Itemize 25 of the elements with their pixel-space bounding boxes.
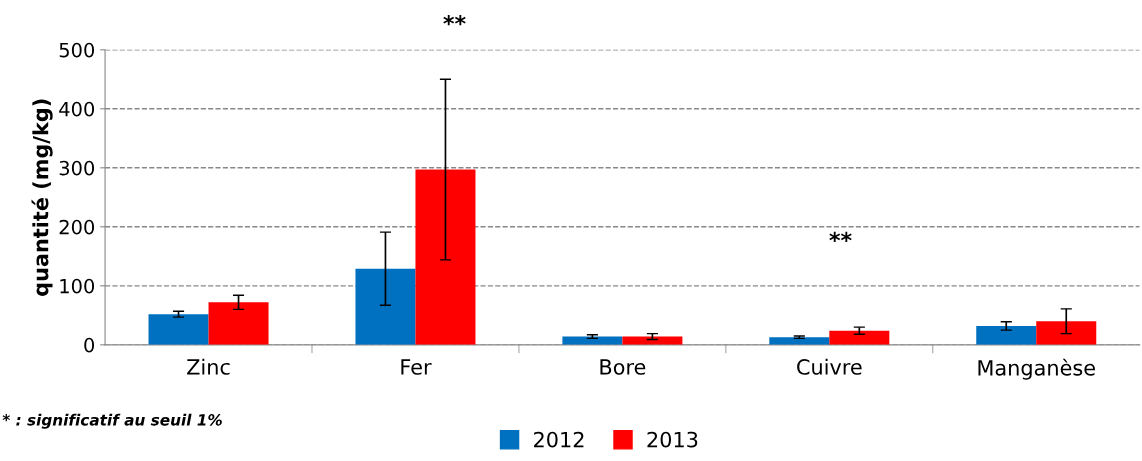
text: ** (443, 14, 466, 26)
y-tick-label: 300 (59, 160, 95, 176)
x-tick-label: Fer (401, 359, 432, 375)
x-tick-label: Cuivre (797, 358, 862, 375)
legend-label: 2013 (647, 431, 698, 448)
bar (415, 169, 476, 345)
y-tick-label: 500 (59, 42, 95, 58)
legend-label: 2012 (534, 431, 584, 448)
y-axis-title: quantité (mg/kg) (31, 99, 53, 296)
bar (769, 337, 830, 345)
text: * : significatif au seuil 1% (2, 413, 222, 429)
bar (148, 314, 209, 345)
bar (355, 268, 416, 345)
bar (976, 325, 1037, 345)
x-tick-label: Bore (600, 359, 646, 375)
y-tick-label: 400 (59, 101, 95, 117)
bar (1036, 321, 1097, 345)
bar (829, 330, 890, 345)
bar (208, 302, 269, 345)
x-tick-label: Manganèse (978, 358, 1095, 380)
y-tick-label: 200 (59, 219, 95, 235)
annotation: ** (829, 231, 852, 242)
y-tick-label: 100 (60, 278, 95, 294)
y-tick-label: 0 (84, 337, 95, 353)
x-tick-label: Zinc (187, 358, 230, 375)
